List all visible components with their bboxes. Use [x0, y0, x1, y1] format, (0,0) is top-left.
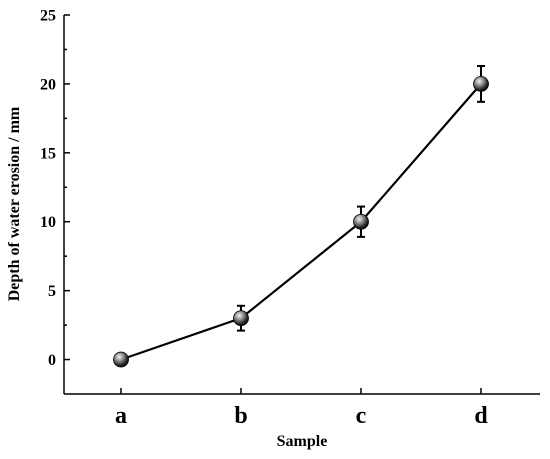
data-point-b: [233, 310, 249, 327]
y-tick-label-5: 5: [48, 283, 56, 300]
x-tick-label-d: d: [474, 403, 488, 429]
y-axis-title: Depth of water erosion / mm: [6, 106, 23, 301]
series-line-0: [120, 83, 482, 361]
y-tick-label-20: 20: [40, 76, 56, 93]
y-tick-label-0: 0: [48, 352, 56, 369]
y-tick-label-15: 15: [40, 145, 56, 162]
y-tick-label-25: 25: [40, 8, 56, 25]
data-point-c: [353, 213, 369, 230]
y-tick-label-10: 10: [40, 214, 56, 231]
axes: [63, 15, 540, 395]
x-tick-label-c: c: [356, 403, 367, 429]
y-axis-ticks: 0 5 10 15 20 25: [40, 8, 70, 369]
x-tick-label-a: a: [115, 403, 127, 429]
x-axis-ticks: a b c d: [115, 388, 488, 429]
x-axis-title: Sample: [277, 433, 328, 450]
data-point-d: [473, 76, 489, 92]
x-tick-label-b: b: [234, 403, 247, 429]
series-group: [113, 64, 489, 368]
data-point-a: [113, 351, 129, 368]
